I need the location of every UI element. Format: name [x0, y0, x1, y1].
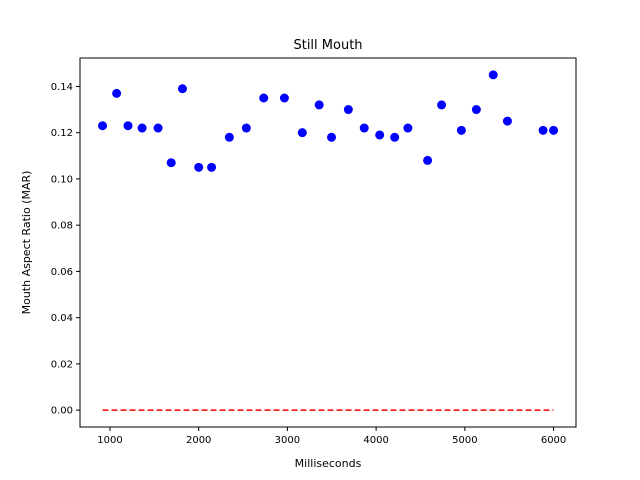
data-point: [153, 123, 163, 133]
data-point: [343, 105, 353, 115]
data-point: [224, 132, 234, 142]
data-point: [456, 125, 466, 135]
data-point: [549, 125, 559, 135]
data-point: [375, 130, 385, 140]
data-point: [314, 100, 324, 110]
data-point: [471, 105, 481, 115]
data-point: [437, 100, 447, 110]
data-point: [403, 123, 413, 133]
x-tick-label: 1000: [97, 435, 122, 446]
data-point: [259, 93, 269, 103]
data-point: [502, 116, 512, 126]
data-point: [207, 162, 217, 172]
x-tick-label: 3000: [275, 435, 300, 446]
x-tick-label: 2000: [186, 435, 211, 446]
y-tick-label: 0.06: [51, 267, 73, 278]
y-tick-label: 0.10: [51, 174, 73, 185]
data-point: [538, 125, 548, 135]
data-point: [327, 132, 337, 142]
y-axis: 0.00 0.02 0.04 0.06 0.08 0.10 0.12 0.14: [51, 82, 80, 417]
y-tick-label: 0.12: [51, 128, 73, 139]
data-point: [241, 123, 251, 133]
chart-title: Still Mouth: [293, 38, 362, 53]
y-tick-label: 0.00: [51, 406, 73, 417]
data-point: [98, 121, 108, 131]
data-point: [423, 155, 433, 165]
data-point: [112, 88, 122, 98]
y-axis-label: Mouth Aspect Ratio (MAR): [20, 171, 33, 315]
data-point: [123, 121, 133, 131]
data-point: [166, 158, 176, 168]
plot-frame: [79, 57, 577, 428]
x-tick-label: 5000: [452, 435, 477, 446]
x-axis: 1000 2000 3000 4000 5000 6000: [97, 427, 566, 446]
y-tick-label: 0.14: [51, 82, 73, 93]
x-axis-label: Milliseconds: [295, 457, 362, 470]
data-point: [194, 162, 204, 172]
y-tick-label: 0.04: [51, 313, 73, 324]
x-tick-label: 6000: [541, 435, 566, 446]
y-tick-label: 0.02: [51, 359, 73, 370]
x-tick-label: 4000: [363, 435, 388, 446]
data-point: [297, 128, 307, 138]
y-tick-label: 0.08: [51, 221, 73, 232]
data-point: [390, 132, 400, 142]
data-point: [279, 93, 289, 103]
data-point: [177, 84, 187, 94]
data-point: [137, 123, 147, 133]
data-point: [359, 123, 369, 133]
data-point: [488, 70, 498, 80]
plot-area: [98, 70, 559, 411]
